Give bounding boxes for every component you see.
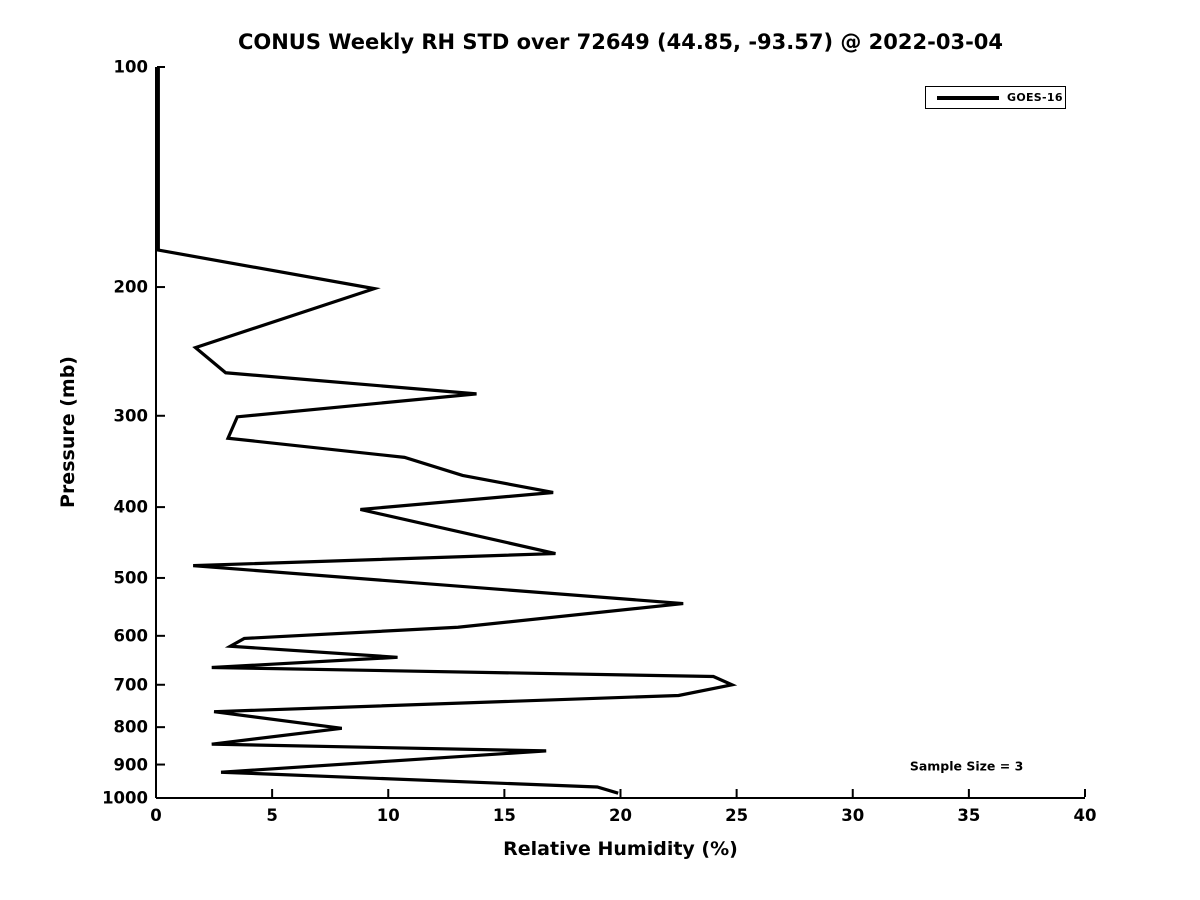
x-tick-label: 40 (1073, 806, 1097, 825)
y-tick-label: 500 (113, 568, 148, 588)
x-tick-label: 15 (492, 806, 516, 825)
x-tick-label: 10 (376, 806, 400, 825)
x-tick-label: 25 (725, 806, 749, 825)
x-tick-label: 35 (957, 806, 981, 825)
y-tick-label: 700 (113, 675, 148, 695)
y-axis-label: Pressure (mb) (57, 356, 79, 508)
sample-size-annotation: Sample Size = 3 (909, 758, 1024, 774)
chart-title: CONUS Weekly RH STD over 72649 (44.85, -… (237, 30, 1004, 54)
y-tick-label: 300 (113, 406, 148, 426)
legend-series-label: GOES-16 (1007, 91, 1063, 104)
legend: GOES-16 (925, 86, 1066, 109)
y-tick-label: 200 (113, 277, 148, 297)
x-tick-label: 5 (266, 806, 278, 825)
y-tick-label: 100 (113, 57, 148, 77)
y-tick-label: 600 (113, 626, 148, 646)
y-tick-label: 1000 (102, 788, 148, 808)
series-line-goes-16 (156, 67, 738, 795)
y-tick-label: 800 (113, 717, 148, 737)
x-tick-label: 20 (609, 806, 632, 825)
x-tick-label: 30 (841, 806, 865, 825)
x-axis-label: Relative Humidity (%) (503, 838, 738, 860)
y-tick-label: 900 (113, 755, 148, 775)
y-tick-label: 400 (113, 497, 148, 517)
x-tick-label: 0 (150, 806, 162, 825)
legend-line-sample (937, 95, 999, 100)
